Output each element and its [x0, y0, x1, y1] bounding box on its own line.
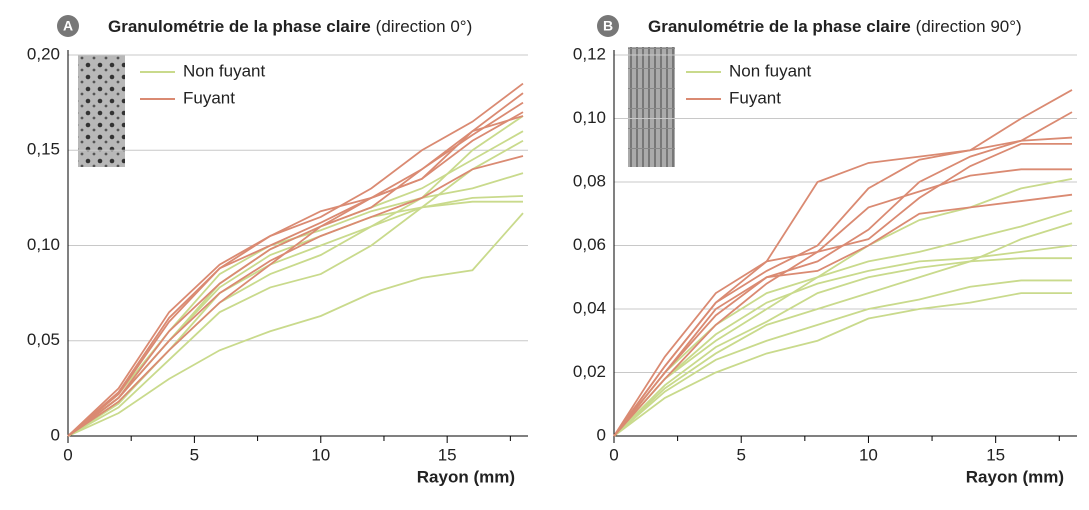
- legend-label: Fuyant: [183, 88, 235, 107]
- series-line: [613, 209, 1073, 437]
- series-line: [613, 244, 1073, 437]
- series-line: [67, 172, 524, 437]
- x-tick-label: 15: [986, 445, 1005, 464]
- x-tick-label: 0: [63, 445, 72, 464]
- thumbnail: [628, 47, 675, 167]
- y-tick-label: 0,05: [27, 330, 60, 349]
- x-axis-label: Rayon (mm): [966, 467, 1064, 486]
- series-line: [67, 212, 524, 437]
- legend-label: Non fuyant: [729, 61, 811, 80]
- series-line: [67, 115, 524, 437]
- title: Granulométrie de la phase claire: [648, 17, 911, 36]
- chart-title: Granulométrie de la phase claire (directi…: [648, 17, 1022, 36]
- series-line: [613, 89, 1073, 437]
- subtitle: (direction 90°): [916, 17, 1022, 36]
- y-tick-label: 0,04: [573, 298, 606, 317]
- series-line: [613, 292, 1072, 437]
- y-tick-label: 0: [51, 425, 60, 444]
- series-line: [613, 279, 1072, 437]
- badge-label: B: [603, 18, 613, 34]
- thumbnail: [78, 55, 125, 167]
- series-line: [67, 82, 524, 437]
- y-tick-label: 0,10: [27, 235, 60, 254]
- series-line: [67, 139, 524, 437]
- chart-title: Granulométrie de la phase claire (directi…: [108, 17, 472, 36]
- y-tick-label: 0: [597, 425, 606, 444]
- title: Granulométrie de la phase claire: [108, 17, 371, 36]
- y-tick-label: 0,08: [573, 171, 606, 190]
- series-line: [613, 143, 1072, 437]
- legend-label: Non fuyant: [183, 61, 265, 80]
- badge-label: A: [63, 18, 73, 34]
- x-tick-label: 10: [311, 445, 330, 464]
- series-line: [613, 111, 1073, 437]
- legend-label: Fuyant: [729, 88, 781, 107]
- series-line: [613, 257, 1072, 437]
- series-line: [67, 111, 524, 437]
- y-tick-label: 0,20: [27, 44, 60, 63]
- y-tick-label: 0,06: [573, 235, 606, 254]
- y-tick-label: 0,12: [573, 44, 606, 63]
- series-line: [613, 177, 1073, 437]
- badge: [597, 15, 619, 37]
- series-line: [67, 195, 524, 437]
- badge: [57, 15, 79, 37]
- y-tick-label: 0,02: [573, 362, 606, 381]
- y-tick-label: 0,15: [27, 140, 60, 159]
- subtitle: (direction 0°): [376, 17, 473, 36]
- series-line: [613, 222, 1073, 437]
- y-tick-label: 0,10: [573, 108, 606, 127]
- series-line: [67, 101, 524, 437]
- x-tick-label: 5: [736, 445, 745, 464]
- series-line: [613, 193, 1073, 437]
- x-tick-label: 5: [190, 445, 199, 464]
- x-axis-label: Rayon (mm): [417, 467, 515, 486]
- x-tick-label: 10: [859, 445, 878, 464]
- series-line: [67, 92, 524, 437]
- series-line: [613, 168, 1072, 437]
- series-line: [67, 115, 524, 437]
- series-line: [67, 155, 524, 437]
- x-tick-label: 0: [609, 445, 618, 464]
- x-tick-label: 15: [438, 445, 457, 464]
